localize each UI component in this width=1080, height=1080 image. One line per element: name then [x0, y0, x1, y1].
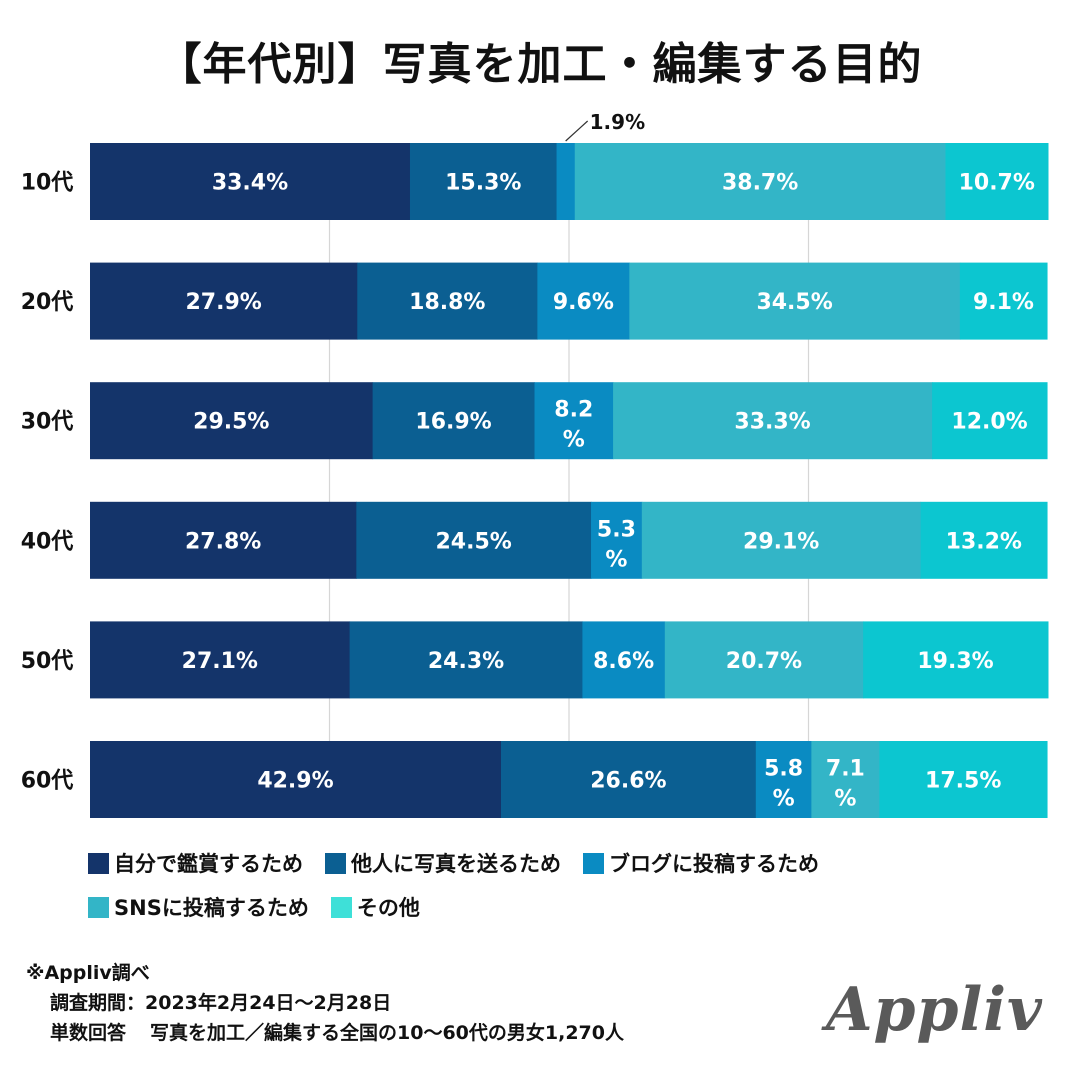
data-label: 27.8% [185, 529, 261, 554]
stacked-bar-chart: 10代 33.4% 15.3% 1.9% 38.7% 10.7% 20代 27.9% 18.8%… [21, 110, 1049, 818]
bar-segment [90, 501, 357, 579]
bar-segment [959, 262, 1048, 340]
category-label: 40代 [21, 529, 74, 554]
legend-label-sns: SNSに投稿するため [114, 896, 309, 920]
bar-segment [811, 741, 880, 818]
data-label: 29.5% [193, 410, 269, 435]
survey-notes: ※Appliv調べ 調査期間：2023年2月24日～2月28日 単数回答 写真を加… [26, 958, 624, 1048]
data-label: 8.6% [593, 649, 654, 674]
notes-respondents: 写真を加工／編集する全国の10～60代の男女1,270人 [150, 1022, 624, 1044]
bar-segment [920, 501, 1048, 579]
notes-source: ※Appliv調べ [26, 962, 150, 984]
legend: 自分で鑑賞するため 他人に写真を送るため ブログに投稿するため SNSに投稿する… [88, 848, 988, 922]
legend-item-sns: SNSに投稿するため [88, 892, 309, 922]
bar-segment [664, 621, 864, 699]
legend-label-send-to-others: 他人に写真を送るため [351, 852, 561, 876]
bar-segment [932, 382, 1048, 460]
chart-title: 【年代別】写真を加工・編集する目的 [157, 39, 923, 90]
legend-swatch-other [330, 896, 352, 918]
bar-segment [90, 621, 351, 699]
data-label: 5.8% [764, 757, 803, 812]
bar-segment [582, 621, 666, 699]
legend-swatch-own-viewing [88, 852, 109, 874]
bar-segment [879, 741, 1048, 818]
data-label: 7.1% [826, 757, 865, 812]
legend-item-send-to-others: 他人に写真を送るため [325, 848, 561, 878]
category-label: 50代 [21, 649, 74, 674]
legend-swatch-send-to-others [325, 852, 346, 874]
bar-segment [90, 741, 502, 818]
appliv-logo: Appliv [826, 975, 1043, 1045]
data-label: 29.1% [743, 529, 819, 554]
data-label: 15.3% [445, 171, 521, 196]
bar-segment [574, 143, 946, 220]
data-label: 20.7% [726, 649, 802, 674]
category-label: 30代 [21, 410, 74, 435]
bar-segment [591, 501, 643, 579]
data-label: 1.9% [590, 110, 645, 134]
category-label: 60代 [21, 769, 74, 794]
legend-item-blog: ブログに投稿するため [583, 848, 819, 878]
legend-item-other: その他 [330, 892, 420, 922]
bar-segment [863, 621, 1049, 699]
data-label: 27.1% [182, 649, 258, 674]
data-label: 27.9% [185, 290, 261, 315]
data-label: 24.5% [436, 529, 512, 554]
bar-segment [372, 382, 536, 460]
data-label: 13.2% [946, 529, 1022, 554]
bar-segment [90, 262, 358, 340]
bar-segment [500, 741, 757, 818]
data-label: 10.7% [959, 171, 1035, 196]
bar-segment [357, 262, 538, 340]
bar-segment [356, 501, 592, 579]
legend-item-own-viewing: 自分で鑑賞するため [88, 848, 303, 878]
data-label: 38.7% [722, 171, 798, 196]
bar-segment [409, 143, 558, 220]
data-label: 19.3% [917, 649, 993, 674]
legend-swatch-sns [88, 896, 109, 918]
bar-segment [945, 143, 1049, 220]
data-label: 33.4% [212, 171, 288, 196]
data-label: 34.5% [756, 290, 832, 315]
data-label: 26.6% [590, 769, 666, 794]
data-label: 12.0% [951, 410, 1027, 435]
bar-segment [629, 262, 961, 340]
data-label: 5.3% [597, 517, 636, 572]
legend-label-own-viewing: 自分で鑑賞するため [114, 852, 303, 876]
category-label: 20代 [21, 290, 74, 315]
bar-segment [556, 143, 576, 220]
bar-segment [613, 382, 933, 460]
data-label: 18.8% [409, 290, 485, 315]
bar-segment [537, 262, 630, 340]
data-label: 8.2% [554, 398, 593, 453]
bar-segment [755, 741, 812, 818]
data-label: 16.9% [415, 410, 491, 435]
notes-period: 調査期間：2023年2月24日～2月28日 [50, 992, 392, 1014]
bar-segment [90, 382, 374, 460]
legend-label-other: その他 [356, 896, 420, 920]
bar-segment [90, 143, 411, 220]
legend-label-blog: ブログに投稿するため [609, 852, 819, 876]
bar-segment [641, 501, 922, 579]
category-label: 10代 [21, 171, 74, 196]
data-label: 17.5% [925, 769, 1001, 794]
notes-answer-type: 単数回答 [50, 1022, 127, 1044]
data-label: 24.3% [428, 649, 504, 674]
leader-line [565, 120, 589, 142]
data-label: 33.3% [734, 410, 810, 435]
data-label: 42.9% [257, 769, 333, 794]
bar-segment [534, 382, 614, 460]
data-label: 9.6% [553, 290, 614, 315]
bar-segment [349, 621, 583, 699]
legend-swatch-blog [583, 852, 604, 874]
data-label: 9.1% [973, 290, 1034, 315]
notes-sample: 単数回答 写真を加工／編集する全国の10～60代の男女1,270人 [26, 1018, 624, 1048]
